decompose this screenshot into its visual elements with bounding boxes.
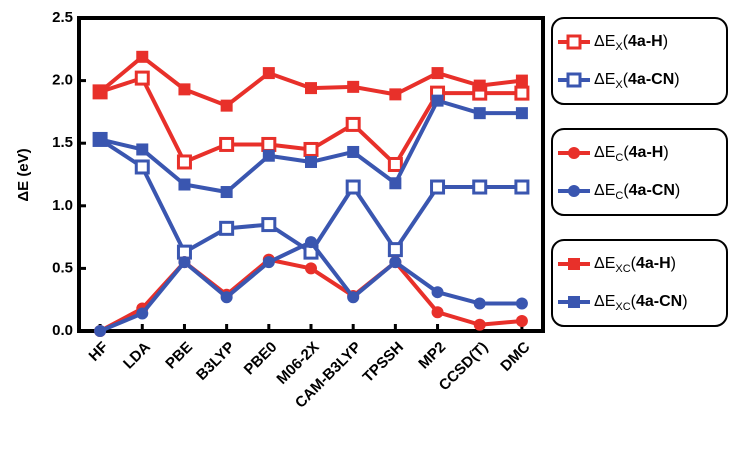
point	[136, 143, 149, 156]
point	[134, 70, 150, 86]
legend-box	[551, 17, 728, 105]
point	[389, 256, 402, 269]
point	[389, 177, 402, 190]
point	[220, 291, 233, 304]
point	[566, 34, 582, 50]
point	[389, 88, 402, 101]
x-tick-label: B3LYP	[193, 339, 238, 384]
point	[262, 149, 275, 162]
point	[473, 318, 486, 331]
legend-label: ΔEX(4a-H)	[594, 33, 668, 53]
point	[387, 242, 403, 258]
point	[431, 94, 444, 107]
point	[261, 136, 277, 152]
point	[515, 74, 528, 87]
point	[473, 297, 486, 310]
y-tick-label: 2.5	[52, 9, 73, 26]
point	[431, 286, 444, 299]
point	[136, 50, 149, 63]
point	[220, 186, 233, 199]
point	[568, 258, 580, 270]
legend-label: ΔEXC(4a-H)	[594, 255, 676, 275]
point	[347, 80, 360, 93]
point	[515, 107, 528, 120]
point	[568, 185, 580, 197]
point	[387, 156, 403, 172]
legend-label: ΔEC(4a-H)	[594, 144, 669, 164]
point	[473, 79, 486, 92]
point	[176, 154, 192, 170]
point	[347, 145, 360, 158]
x-tick-label: MP2	[415, 339, 449, 373]
point	[431, 306, 444, 319]
point	[94, 325, 107, 337]
point	[514, 179, 530, 195]
point	[219, 136, 235, 152]
legend-label: ΔEXC(4a-CN)	[594, 293, 688, 313]
legend-label: ΔEC(4a-CN)	[594, 182, 680, 202]
point	[515, 297, 528, 310]
point	[514, 85, 530, 101]
point	[345, 116, 361, 132]
point	[347, 291, 360, 304]
point	[305, 155, 317, 168]
y-tick-label: 0.5	[52, 259, 73, 276]
point	[566, 72, 582, 88]
point	[305, 262, 317, 275]
x-tick-label: LDA	[120, 338, 154, 372]
point	[178, 178, 191, 191]
point	[303, 141, 319, 157]
point	[568, 147, 580, 159]
point	[305, 82, 317, 95]
series-line	[98, 54, 523, 108]
point	[472, 179, 488, 195]
point	[261, 217, 277, 233]
point	[262, 256, 275, 269]
x-tick-label: PBE	[162, 339, 196, 373]
point	[178, 83, 191, 96]
point	[220, 99, 233, 112]
point	[94, 85, 107, 98]
point	[136, 307, 149, 320]
point	[178, 256, 191, 269]
point	[515, 314, 528, 327]
point	[219, 220, 235, 236]
y-tick-label: 1.5	[52, 134, 73, 151]
x-tick-label: PBE0	[241, 339, 281, 379]
legend-box	[551, 128, 728, 216]
point	[345, 179, 361, 195]
point	[305, 236, 317, 249]
point	[134, 159, 150, 175]
point	[431, 67, 444, 80]
legend-label: ΔEX(4a-CN)	[594, 71, 680, 91]
y-tick-label: 0.0	[52, 322, 73, 339]
x-tick-label: DMC	[497, 339, 533, 375]
plot-frame	[77, 16, 545, 333]
y-tick-label: 2.0	[52, 72, 73, 89]
point	[568, 296, 580, 308]
legend-box	[551, 239, 728, 327]
point	[94, 133, 107, 146]
y-axis-label: ΔE (eV)	[15, 148, 32, 201]
point	[430, 179, 446, 195]
point	[473, 107, 486, 120]
x-tick-label: HF	[86, 339, 112, 365]
x-tick-label: TPSSH	[360, 339, 407, 386]
point	[262, 67, 275, 80]
y-tick-label: 1.0	[52, 197, 73, 214]
